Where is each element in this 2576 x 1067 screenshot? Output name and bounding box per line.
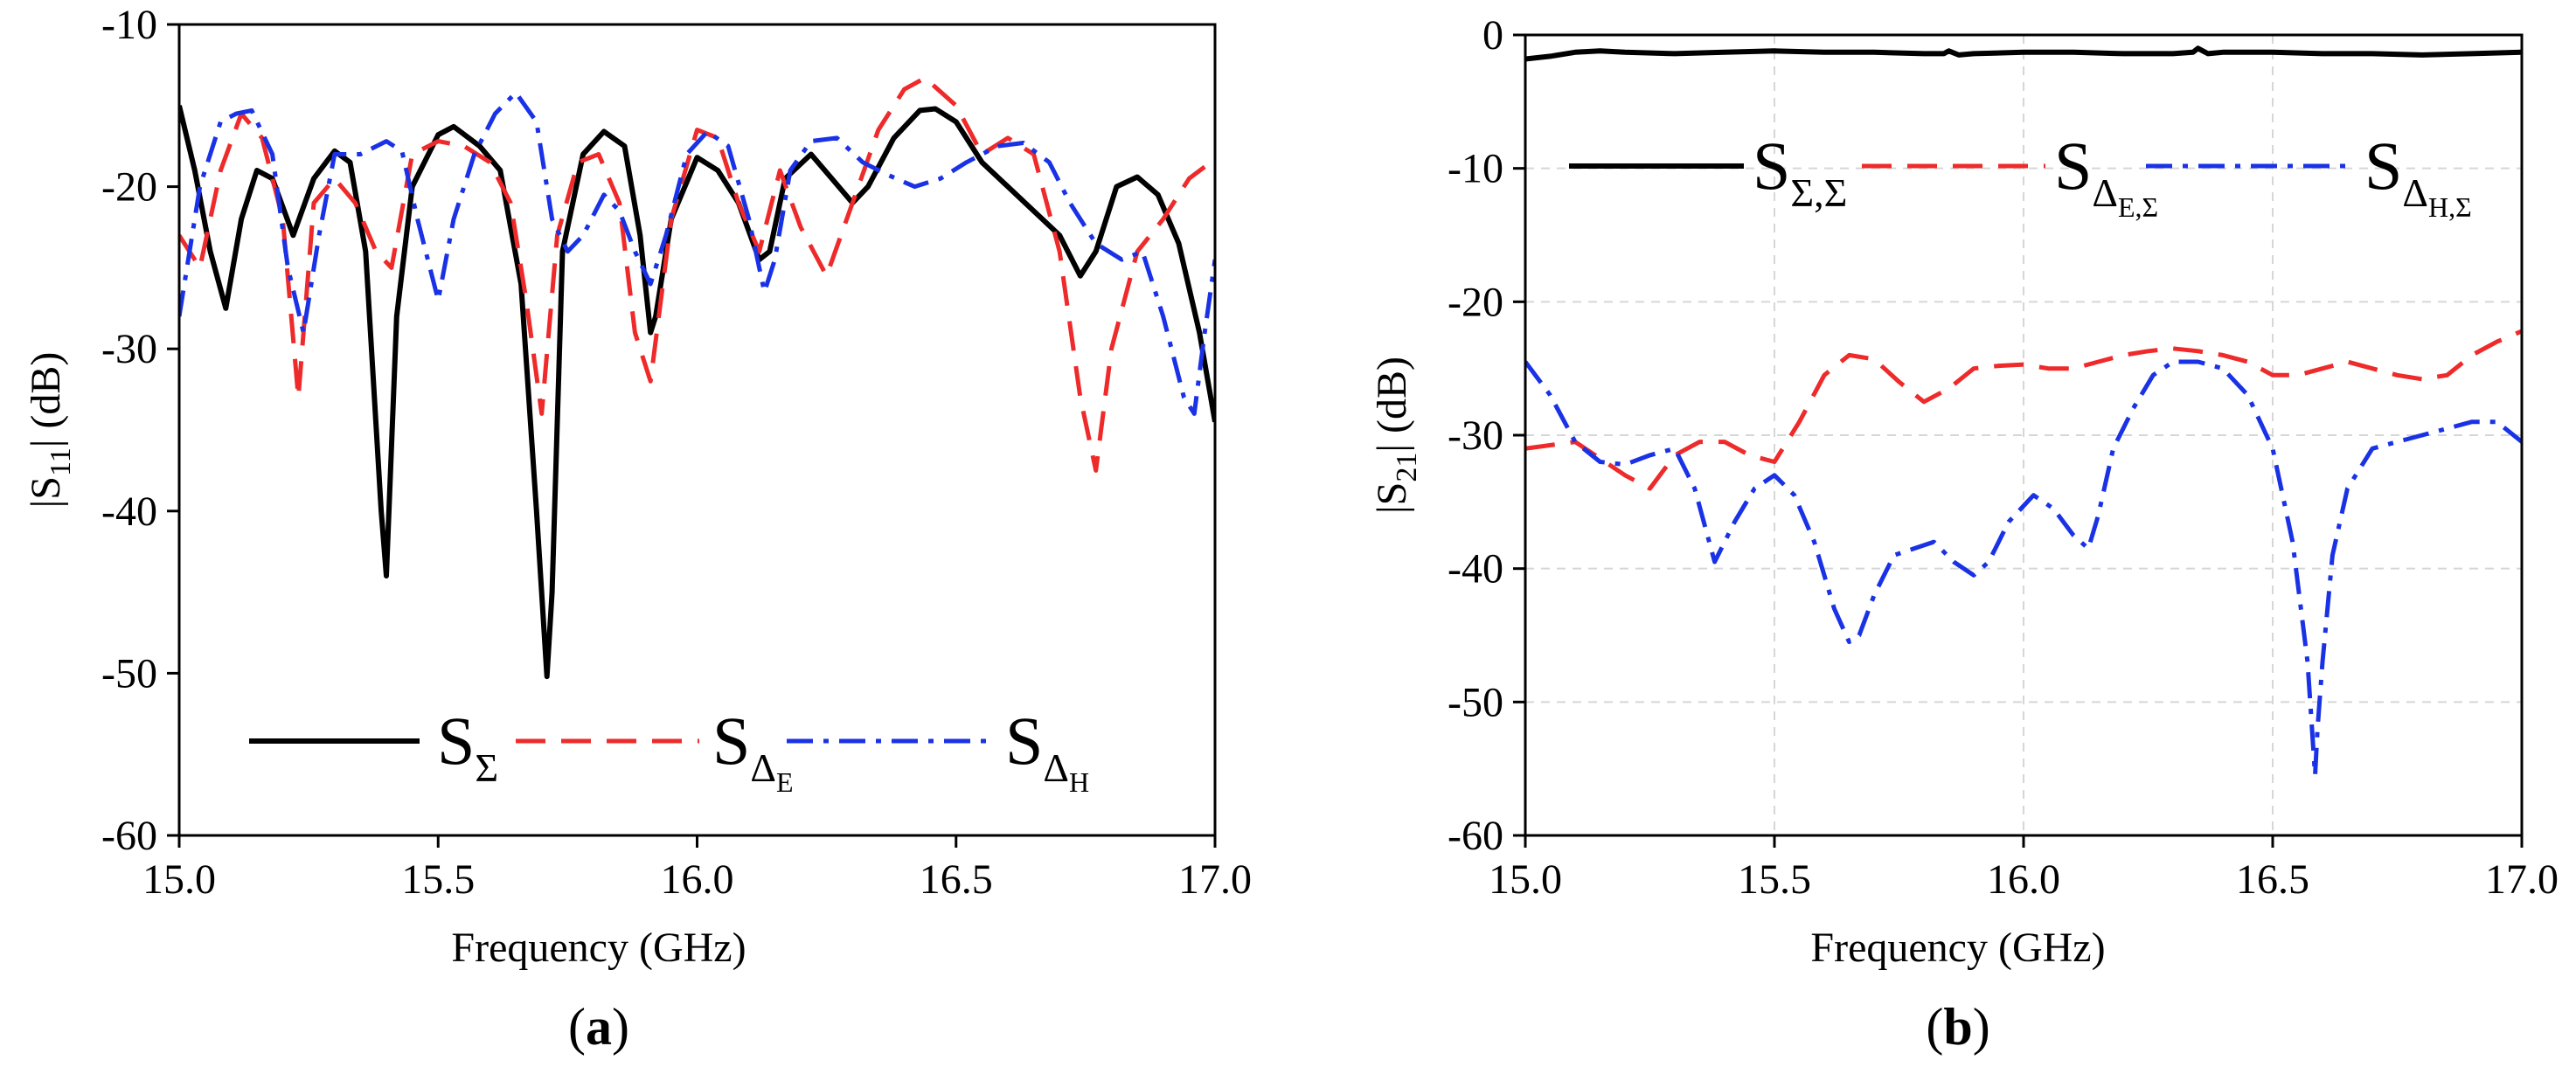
y-axis-label-suffix: | (dB) bbox=[1369, 357, 1415, 453]
panel-label-paren: ) bbox=[612, 998, 629, 1056]
y-tick-label: -60 bbox=[101, 813, 157, 859]
legend-label-main: S bbox=[712, 703, 750, 779]
y-axis-label-prefix: |S bbox=[1369, 482, 1415, 514]
series-line-1-1 bbox=[1525, 329, 2522, 491]
y-tick-label: -10 bbox=[1448, 146, 1503, 192]
series-line-1-2 bbox=[1525, 359, 2522, 778]
y-tick-label: -60 bbox=[1448, 813, 1503, 859]
y-tick-label: -50 bbox=[1448, 679, 1503, 725]
legend-entry-2: SΔH,Σ bbox=[2364, 128, 2472, 223]
legend-label-subsub: H bbox=[1069, 766, 1089, 798]
x-tick-label: 15.5 bbox=[401, 856, 475, 903]
legend-label-subsub: E bbox=[776, 766, 794, 798]
legend-label-subsub: E,Σ bbox=[2118, 191, 2158, 223]
x-axis-label: Frequency (GHz) bbox=[451, 925, 746, 971]
x-tick-label: 16.5 bbox=[920, 856, 993, 903]
x-tick-label: 15.5 bbox=[1738, 856, 1811, 903]
series-line-1-0 bbox=[1525, 45, 2522, 62]
legend-label-sub: Σ,Σ bbox=[1790, 170, 1847, 215]
legend-label-sub: Δ bbox=[2092, 170, 2118, 215]
legend-entry-0: SΣ,Σ bbox=[1753, 128, 1847, 215]
x-tick-label: 16.0 bbox=[661, 856, 734, 903]
y-tick-label: -40 bbox=[101, 488, 157, 535]
y-axis-label-prefix: |S bbox=[23, 476, 69, 508]
panel-label: (b) bbox=[1926, 998, 1989, 1056]
y-axis-label: |S21| (dB) bbox=[1369, 357, 1423, 514]
legend-label-main: S bbox=[2054, 128, 2092, 204]
x-tick-label: 15.0 bbox=[1489, 856, 1562, 903]
y-tick-label: 0 bbox=[1482, 12, 1503, 59]
legend-label-main: S bbox=[437, 703, 475, 779]
legend-label-main: S bbox=[1753, 128, 1790, 204]
y-tick-label: -40 bbox=[1448, 546, 1503, 592]
legend-label-subsub: H,Σ bbox=[2428, 191, 2472, 223]
series-line-0-2 bbox=[179, 90, 1215, 416]
legend-entry-0: SΣ bbox=[437, 703, 498, 790]
legend-label-main: S bbox=[2364, 128, 2402, 204]
series-line-0-1 bbox=[179, 75, 1215, 473]
y-tick-label: -20 bbox=[101, 164, 157, 211]
legend-label-sub: Δ bbox=[2402, 170, 2428, 215]
y-axis-label-sub: 21 bbox=[1391, 453, 1423, 482]
legend-entry-2: SΔH bbox=[1005, 703, 1089, 798]
x-axis-label: Frequency (GHz) bbox=[1810, 925, 2105, 971]
x-tick-label: 17.0 bbox=[2485, 856, 2559, 903]
legend-label-sub: Σ bbox=[475, 745, 498, 790]
panel-label-paren: ) bbox=[1973, 998, 1990, 1056]
legend-label-sub: Δ bbox=[1043, 745, 1069, 790]
chart-panel-b: 15.0 15.5 16.0 16.5 17.0 -60 -50 -40 -30 -20 -10 0 F… bbox=[1369, 12, 2559, 1056]
legend-entry-1: SΔE,Σ bbox=[2054, 128, 2158, 223]
legend-label-sub: Δ bbox=[750, 745, 776, 790]
y-tick-label: -50 bbox=[101, 650, 157, 696]
series-line-0-0 bbox=[179, 105, 1215, 680]
chart-panel-a: 15.0 15.5 16.0 16.5 17.0 -60 -50 -40 -30 -20 -10 Fr… bbox=[23, 2, 1252, 1056]
panel-label-paren: ( bbox=[1926, 998, 1943, 1056]
x-tick-label: 16.5 bbox=[2236, 856, 2309, 903]
y-axis-label-sub: 11 bbox=[45, 447, 77, 476]
y-axis-label-suffix: | (dB) bbox=[23, 352, 69, 448]
x-tick-label: 17.0 bbox=[1178, 856, 1252, 903]
y-tick-label: -30 bbox=[101, 326, 157, 372]
y-tick-label: -30 bbox=[1448, 412, 1503, 459]
y-tick-label: -10 bbox=[101, 2, 157, 48]
x-tick-label: 16.0 bbox=[1987, 856, 2060, 903]
panel-label-letter: b bbox=[1943, 998, 1972, 1056]
y-tick-label: -20 bbox=[1448, 279, 1503, 325]
x-tick-label: 15.0 bbox=[142, 856, 216, 903]
panel-label-paren: ( bbox=[568, 998, 586, 1056]
legend-label-main: S bbox=[1005, 703, 1043, 779]
legend-entry-1: SΔE bbox=[712, 703, 794, 798]
panel-label: (a) bbox=[568, 998, 629, 1056]
y-axis-label: |S11| (dB) bbox=[23, 352, 77, 509]
panel-label-letter: a bbox=[586, 998, 612, 1056]
